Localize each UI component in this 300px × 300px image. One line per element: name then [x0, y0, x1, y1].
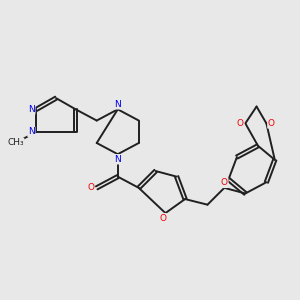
Text: O: O [87, 183, 94, 192]
Text: O: O [268, 119, 275, 128]
Text: N: N [114, 155, 121, 164]
Text: O: O [221, 178, 228, 187]
Text: N: N [28, 105, 35, 114]
Text: O: O [237, 119, 244, 128]
Text: O: O [159, 214, 166, 223]
Text: N: N [114, 100, 121, 109]
Text: N: N [28, 127, 35, 136]
Text: CH₃: CH₃ [7, 139, 24, 148]
